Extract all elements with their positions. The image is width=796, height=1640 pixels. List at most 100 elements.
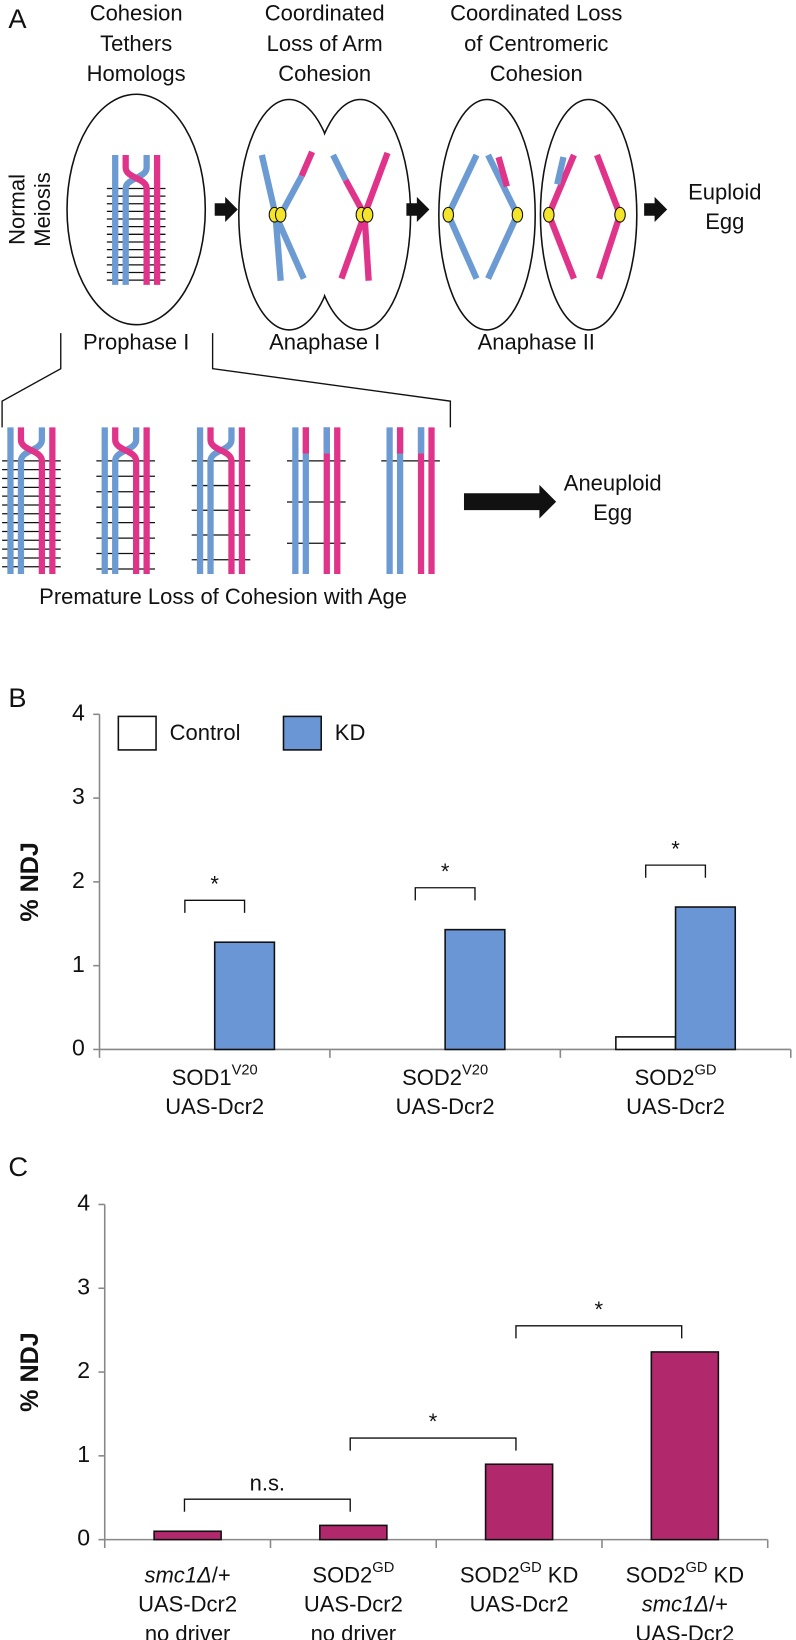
y-tick-label: 1 — [77, 1441, 90, 1467]
y-axis-label: % NDJ — [16, 1332, 44, 1412]
label-run: KD — [707, 1562, 744, 1587]
label-run: KD — [542, 1562, 579, 1587]
label-run: UAS-Dcr2 — [396, 1094, 495, 1119]
significance-bracket — [184, 899, 246, 913]
x-tick-label: SOD2GD — [312, 1560, 394, 1587]
label-run: SOD2 — [460, 1562, 520, 1587]
stage-header: of Centromeric — [464, 31, 608, 56]
label-run: smc1Δ — [642, 1591, 709, 1616]
label-run: UAS-Dcr2 — [138, 1591, 237, 1616]
label-run: GD — [520, 1560, 542, 1576]
y-tick-label: 2 — [72, 867, 85, 893]
label-run: UAS-Dcr2 — [165, 1094, 264, 1119]
x-tick-label: no driver — [145, 1621, 231, 1640]
x-tick-label: UAS-Dcr2 — [626, 1094, 725, 1119]
stage-label: Anaphase I — [269, 329, 380, 354]
outcome-label: Euploid — [688, 180, 761, 205]
bar — [153, 1530, 222, 1541]
y-tick-label: 3 — [72, 783, 85, 809]
y-tick-label: 3 — [77, 1273, 90, 1299]
chromatid — [361, 214, 372, 281]
y-tick-label: 4 — [77, 1190, 90, 1216]
x-tick-label: SOD1V20 — [172, 1062, 258, 1089]
chromatid — [112, 427, 140, 574]
arrow — [214, 196, 238, 223]
panel-label: A — [8, 3, 27, 34]
significance-label: * — [429, 1409, 438, 1434]
stage-header: Homologs — [87, 61, 186, 86]
label-run: GD — [372, 1560, 394, 1576]
arrow — [463, 484, 557, 519]
stage-header: Coordinated Loss — [450, 0, 622, 25]
x-tick-label: UAS-Dcr2 — [396, 1094, 495, 1119]
stage-header: Loss of Arm — [267, 31, 383, 56]
y-tick-label: 0 — [72, 1035, 85, 1061]
x-tick-label: SOD2V20 — [402, 1062, 488, 1089]
bar — [484, 1463, 554, 1541]
zoom-line — [211, 333, 452, 428]
stage-header: Tethers — [100, 31, 172, 56]
significance-label: * — [595, 1297, 604, 1322]
bar — [213, 941, 276, 1051]
legend-label: KD — [335, 720, 366, 745]
y-tick-label: 0 — [77, 1525, 90, 1551]
significance-bracket — [349, 1437, 517, 1451]
label-run: no driver — [311, 1621, 397, 1640]
aged-outcome-label: Egg — [593, 500, 632, 525]
stage-label: Prophase I — [83, 329, 189, 354]
chromatid — [495, 156, 510, 188]
label-run: SOD2 — [402, 1065, 462, 1090]
cell — [438, 98, 536, 331]
centromere — [511, 206, 524, 223]
label-run: SOD2 — [635, 1065, 695, 1090]
centromere — [543, 206, 555, 223]
chromatid — [272, 214, 284, 281]
cell — [66, 93, 207, 326]
label-run: SOD2 — [626, 1562, 686, 1587]
significance-label: * — [210, 871, 219, 896]
chromatid — [277, 174, 305, 217]
row-label: Normal — [5, 174, 30, 245]
bar — [444, 928, 506, 1051]
x-tick-label: smc1Δ/+ — [642, 1591, 728, 1616]
chromatid — [17, 427, 46, 574]
significance-label: * — [671, 836, 680, 861]
y-axis-label: % NDJ — [16, 842, 44, 922]
label-run: UAS-Dcr2 — [626, 1094, 725, 1119]
x-tick-label: SOD2GD KD — [460, 1560, 579, 1587]
chromatid — [554, 156, 567, 186]
label-run: /+ — [709, 1591, 728, 1616]
chromatid — [122, 155, 150, 285]
legend-swatch — [117, 715, 157, 751]
x-tick-label: UAS-Dcr2 — [138, 1591, 237, 1616]
outcome-label: Egg — [705, 209, 744, 234]
arrow — [406, 196, 430, 223]
significance-bracket — [515, 1325, 683, 1339]
significance-bracket — [645, 864, 707, 878]
x-tick-label: UAS-Dcr2 — [635, 1621, 734, 1640]
x-tick-label: smc1Δ/+ — [144, 1562, 230, 1587]
x-tick-label: UAS-Dcr2 — [470, 1591, 569, 1616]
label-run: UAS-Dcr2 — [470, 1591, 569, 1616]
stage-header: Coordinated — [265, 0, 385, 25]
panel-label: B — [8, 682, 26, 713]
label-run: /+ — [212, 1562, 231, 1587]
bar — [674, 906, 737, 1051]
stage-header: Cohesion — [278, 61, 371, 86]
significance-label: * — [441, 859, 450, 884]
bar — [650, 1351, 720, 1541]
x-tick-label: SOD2GD — [635, 1062, 717, 1089]
legend-swatch — [282, 715, 322, 751]
label-run: UAS-Dcr2 — [635, 1621, 734, 1640]
bar — [615, 1036, 677, 1051]
aged-outcome-label: Aneuploid — [564, 471, 662, 496]
cell — [539, 98, 638, 331]
label-run: SOD1 — [172, 1065, 232, 1090]
centromere — [442, 206, 455, 223]
significance-label: n.s. — [250, 1470, 285, 1495]
caption: Premature Loss of Cohesion with Age — [39, 584, 407, 609]
stage-header: Cohesion — [490, 61, 583, 86]
panel-label: C — [8, 1151, 28, 1182]
